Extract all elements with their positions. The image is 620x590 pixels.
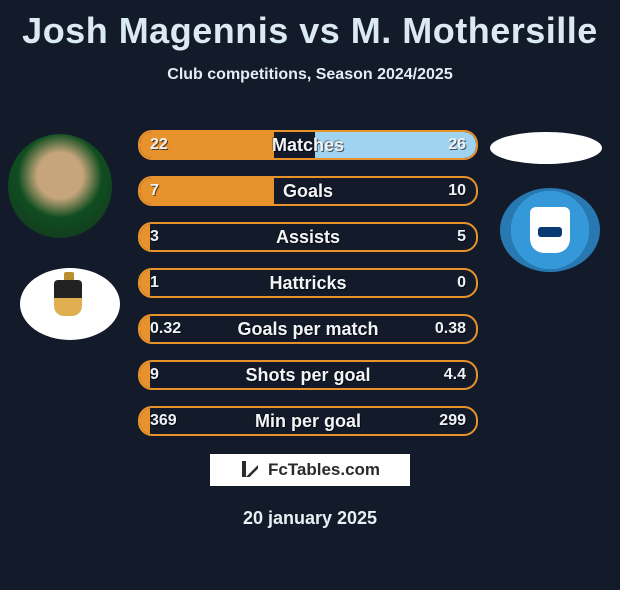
logo-text: FcTables.com xyxy=(268,460,380,480)
club-crest-right xyxy=(500,188,600,272)
stat-value-left: 0.32 xyxy=(150,320,181,338)
stat-value-left: 369 xyxy=(150,412,177,430)
stat-row: Assists3 5 xyxy=(138,222,478,252)
bar-track: Goals per match0.32 0.38 xyxy=(138,314,478,344)
site-logo: FcTables.com xyxy=(210,454,410,486)
stat-row: Goals710 xyxy=(138,176,478,206)
bar-left-fill xyxy=(140,408,150,434)
bar-left-fill xyxy=(140,316,150,342)
stat-row: Hattricks1 0 xyxy=(138,268,478,298)
bar-track: Min per goal369 299 xyxy=(138,406,478,436)
stat-label: Hattricks xyxy=(140,273,476,294)
stat-value-right: 10 xyxy=(448,182,466,200)
bar-track: Hattricks1 0 xyxy=(138,268,478,298)
stat-row: Goals per match0.32 0.38 xyxy=(138,314,478,344)
stat-label: Min per goal xyxy=(140,411,476,432)
player-right-placeholder xyxy=(490,132,602,164)
bar-track: Matches2226 xyxy=(138,130,478,160)
subtitle: Club competitions, Season 2024/2025 xyxy=(0,66,620,84)
stat-value-left: 1 xyxy=(150,274,159,292)
bar-right-fill xyxy=(315,132,476,158)
date-label: 20 january 2025 xyxy=(0,508,620,529)
shield-icon xyxy=(530,207,570,253)
stat-label: Assists xyxy=(140,227,476,248)
stat-row: Min per goal369 299 xyxy=(138,406,478,436)
stat-value-right: 0.38 xyxy=(435,320,466,338)
stat-value-right: 4.4 xyxy=(444,366,466,384)
stat-label: Goals per match xyxy=(140,319,476,340)
bar-track: Shots per goal9 4.4 xyxy=(138,360,478,390)
bar-track: Assists3 5 xyxy=(138,222,478,252)
stat-value-right: 5 xyxy=(457,228,466,246)
stat-row: Matches2226 xyxy=(138,130,478,160)
player-left-avatar xyxy=(8,134,112,238)
bar-left-fill xyxy=(140,270,150,296)
bar-left-fill xyxy=(140,132,274,158)
bar-left-fill xyxy=(140,178,274,204)
stat-value-left: 9 xyxy=(150,366,159,384)
club-crest-left xyxy=(20,268,120,340)
bar-left-fill xyxy=(140,362,150,388)
stat-label: Shots per goal xyxy=(140,365,476,386)
page-title: Josh Magennis vs M. Mothersille xyxy=(0,10,620,52)
stat-value-right: 0 xyxy=(457,274,466,292)
bar-track: Goals710 xyxy=(138,176,478,206)
stat-value-left: 3 xyxy=(150,228,159,246)
bar-left-fill xyxy=(140,224,150,250)
stat-row: Shots per goal9 4.4 xyxy=(138,360,478,390)
comparison-chart: Matches2226Goals710Assists35Hattricks10G… xyxy=(138,130,478,452)
chart-icon xyxy=(240,459,262,481)
stat-value-right: 299 xyxy=(439,412,466,430)
